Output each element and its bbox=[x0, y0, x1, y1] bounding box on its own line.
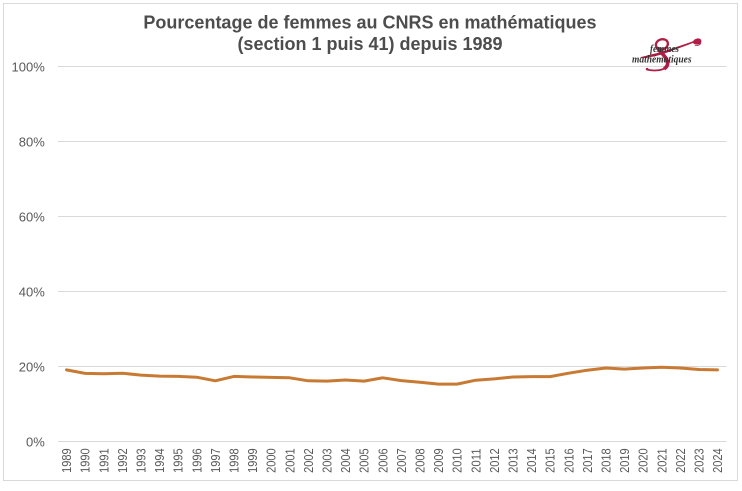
svg-text:2001: 2001 bbox=[282, 448, 297, 473]
svg-text:2009: 2009 bbox=[431, 448, 446, 473]
svg-text:mathématiques: mathématiques bbox=[632, 55, 692, 66]
svg-text:2005: 2005 bbox=[357, 448, 372, 473]
svg-text:1999: 1999 bbox=[245, 448, 260, 473]
svg-text:0%: 0% bbox=[26, 435, 45, 450]
svg-text:1992: 1992 bbox=[115, 448, 130, 473]
svg-text:2002: 2002 bbox=[301, 448, 316, 473]
svg-text:1989: 1989 bbox=[59, 448, 74, 473]
svg-text:2012: 2012 bbox=[487, 448, 502, 473]
svg-text:Pourcentage de femmes au CNRS: Pourcentage de femmes au CNRS en mathéma… bbox=[143, 13, 596, 33]
svg-text:2003: 2003 bbox=[320, 448, 335, 473]
svg-text:2020: 2020 bbox=[636, 448, 651, 473]
svg-text:2016: 2016 bbox=[561, 448, 576, 473]
svg-text:2010: 2010 bbox=[450, 448, 465, 473]
svg-text:2023: 2023 bbox=[692, 448, 707, 473]
svg-text:40%: 40% bbox=[19, 285, 45, 300]
svg-text:(section 1 puis 41) depuis 198: (section 1 puis 41) depuis 1989 bbox=[237, 34, 502, 54]
svg-text:1990: 1990 bbox=[78, 448, 93, 473]
svg-text:2004: 2004 bbox=[338, 448, 353, 473]
svg-text:2007: 2007 bbox=[394, 448, 409, 473]
svg-text:femmes: femmes bbox=[650, 44, 679, 55]
svg-text:2018: 2018 bbox=[599, 448, 614, 473]
svg-text:2011: 2011 bbox=[468, 448, 483, 473]
svg-text:2022: 2022 bbox=[673, 448, 688, 473]
svg-text:2015: 2015 bbox=[543, 448, 558, 473]
svg-text:2017: 2017 bbox=[580, 448, 595, 473]
svg-text:1998: 1998 bbox=[227, 448, 242, 473]
svg-text:2000: 2000 bbox=[264, 448, 279, 473]
svg-text:1996: 1996 bbox=[189, 448, 204, 473]
svg-text:60%: 60% bbox=[19, 210, 45, 225]
svg-text:2006: 2006 bbox=[375, 448, 390, 473]
svg-text:1993: 1993 bbox=[134, 448, 149, 473]
svg-text:80%: 80% bbox=[19, 135, 45, 150]
svg-text:1995: 1995 bbox=[171, 448, 186, 473]
svg-text:2014: 2014 bbox=[524, 448, 539, 473]
svg-text:1994: 1994 bbox=[152, 448, 167, 473]
svg-text:2021: 2021 bbox=[654, 448, 669, 473]
svg-text:1997: 1997 bbox=[208, 448, 223, 473]
svg-text:2008: 2008 bbox=[413, 448, 428, 473]
svg-text:100%: 100% bbox=[12, 60, 46, 75]
svg-text:2013: 2013 bbox=[506, 448, 521, 473]
svg-text:1991: 1991 bbox=[96, 448, 111, 473]
svg-text:2019: 2019 bbox=[617, 448, 632, 473]
svg-text:2024: 2024 bbox=[710, 448, 725, 473]
svg-text:20%: 20% bbox=[19, 360, 45, 375]
